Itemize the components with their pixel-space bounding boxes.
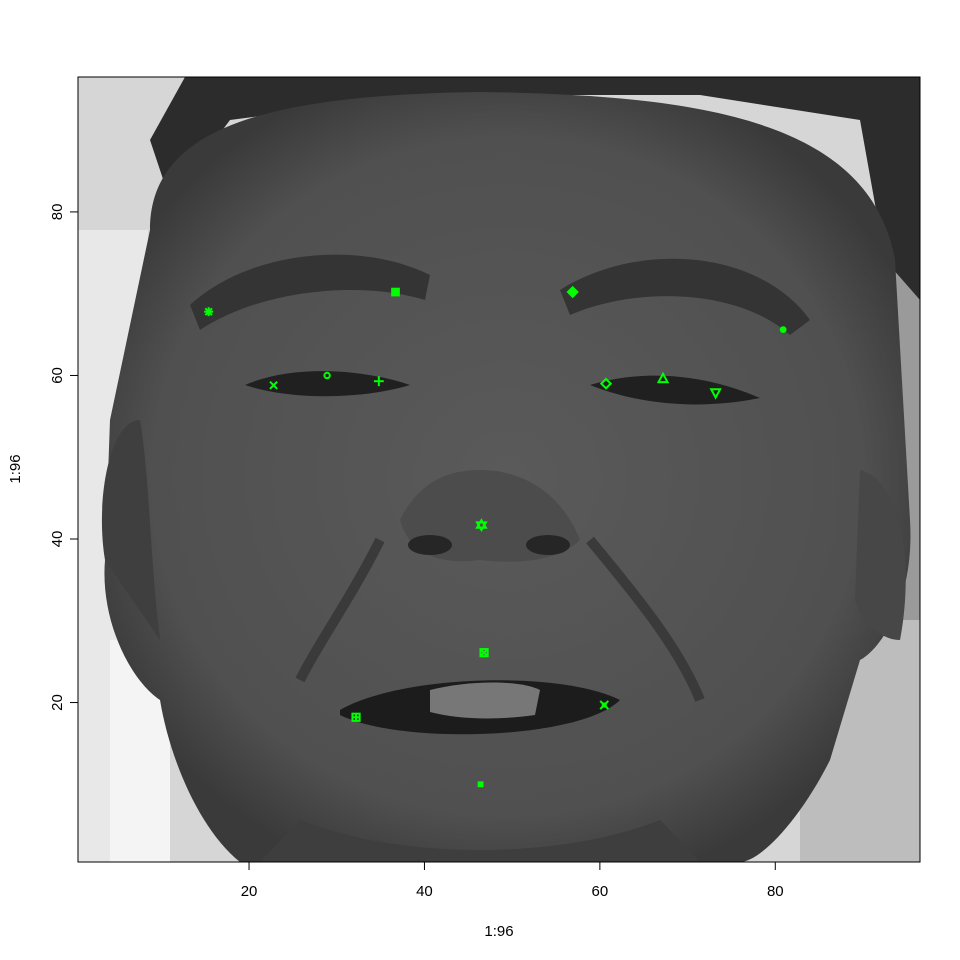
x-axis-label: 1:96 [484, 923, 513, 940]
marker-nose-tip [475, 518, 488, 533]
y-axis: 20 40 60 80 [49, 204, 79, 711]
y-tick-label: 80 [49, 204, 66, 221]
marker-mouth-left-corner [351, 712, 361, 722]
marker-left-eye-outer [269, 380, 278, 390]
y-tick-label: 20 [49, 694, 66, 711]
marker-left-eyebrow-inner [391, 287, 400, 297]
y-axis-label: 1:96 [7, 454, 24, 483]
x-tick-label: 40 [416, 883, 433, 900]
x-axis: 20 40 60 80 [241, 861, 784, 900]
y-tick-label: 60 [49, 367, 66, 384]
marker-left-eyebrow-outer [204, 307, 214, 317]
marker-mouth-right-corner [599, 700, 610, 710]
keypoint-markers [204, 285, 787, 788]
marker-right-eyebrow-outer [779, 326, 787, 334]
y-tick-label: 40 [49, 531, 66, 548]
marker-upper-lip [479, 648, 489, 658]
marker-right-eyebrow-inner [566, 285, 579, 299]
marker-right-eye-center [656, 371, 670, 384]
x-tick-label: 80 [767, 883, 784, 900]
marker-left-eye-inner [373, 376, 384, 387]
face-photo-background [78, 77, 920, 862]
marker-lower-lip [477, 781, 484, 788]
x-tick-label: 20 [241, 883, 258, 900]
marker-left-eye-center [323, 371, 331, 380]
marker-right-eye-outer [709, 388, 722, 400]
marker-right-eye-inner [599, 377, 613, 390]
x-tick-label: 60 [592, 883, 609, 900]
